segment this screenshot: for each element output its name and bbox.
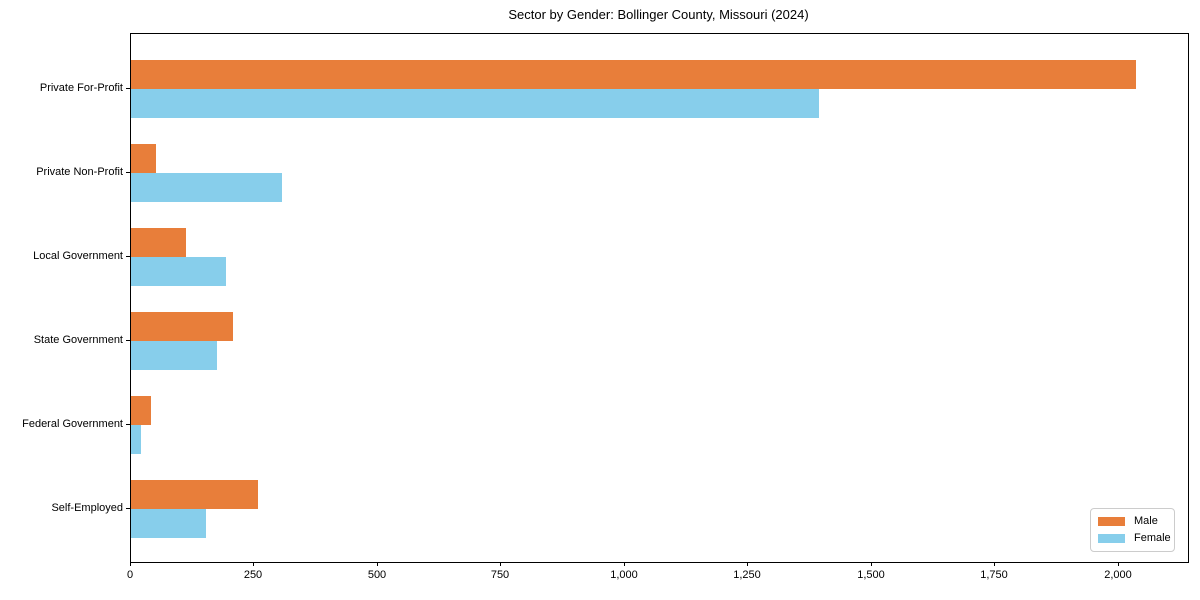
- y-tick-self-employed: [126, 508, 130, 509]
- chart-title: Sector by Gender: Bollinger County, Miss…: [508, 7, 809, 22]
- x-label-2000: 2,000: [1104, 569, 1132, 581]
- bar-male-federal-government: [131, 396, 151, 425]
- x-label-1500: 1,500: [857, 569, 885, 581]
- bar-female-state-government: [131, 341, 217, 370]
- y-tick-private-for-profit: [126, 88, 130, 89]
- plot-area: [130, 33, 1189, 563]
- x-tick-0: [130, 562, 131, 566]
- x-label-1000: 1,000: [610, 569, 638, 581]
- y-label-local-government: Local Government: [33, 250, 123, 262]
- bar-female-private-for-profit: [131, 89, 819, 118]
- bar-male-private-non-profit: [131, 144, 156, 173]
- x-tick-250: [253, 562, 254, 566]
- legend-swatch-female: [1098, 534, 1125, 543]
- y-tick-federal-government: [126, 424, 130, 425]
- legend-item-male: Male: [1098, 515, 1167, 528]
- bar-male-state-government: [131, 312, 233, 341]
- y-tick-local-government: [126, 256, 130, 257]
- y-label-private-for-profit: Private For-Profit: [39, 82, 123, 94]
- x-label-250: 250: [243, 569, 263, 581]
- x-tick-1000: [624, 562, 625, 566]
- x-tick-500: [377, 562, 378, 566]
- y-tick-state-government: [126, 340, 130, 341]
- x-label-1750: 1,750: [980, 569, 1008, 581]
- x-tick-1750: [994, 562, 995, 566]
- y-label-self-employed: Self-Employed: [51, 502, 123, 514]
- legend-label-male: Male: [1134, 515, 1158, 527]
- x-label-500: 500: [367, 569, 387, 581]
- bar-female-federal-government: [131, 425, 141, 454]
- x-label-1250: 1,250: [733, 569, 761, 581]
- bar-male-self-employed: [131, 480, 258, 509]
- legend-swatch-male: [1098, 517, 1125, 526]
- bar-male-local-government: [131, 228, 186, 257]
- x-tick-750: [500, 562, 501, 566]
- bar-female-self-employed: [131, 509, 206, 538]
- legend: Male Female: [1090, 508, 1175, 552]
- bar-female-private-non-profit: [131, 173, 282, 202]
- x-tick-1500: [871, 562, 872, 566]
- x-tick-2000: [1118, 562, 1119, 566]
- y-label-private-non-profit: Private Non-Profit: [36, 166, 123, 178]
- legend-label-female: Female: [1134, 532, 1171, 544]
- x-label-750: 750: [490, 569, 510, 581]
- y-label-state-government: State Government: [33, 334, 123, 346]
- y-label-federal-government: Federal Government: [22, 418, 123, 430]
- y-tick-private-non-profit: [126, 172, 130, 173]
- bar-male-private-for-profit: [131, 60, 1136, 89]
- x-label-0: 0: [126, 569, 134, 581]
- legend-item-female: Female: [1098, 532, 1171, 545]
- x-tick-1250: [747, 562, 748, 566]
- bar-female-local-government: [131, 257, 226, 286]
